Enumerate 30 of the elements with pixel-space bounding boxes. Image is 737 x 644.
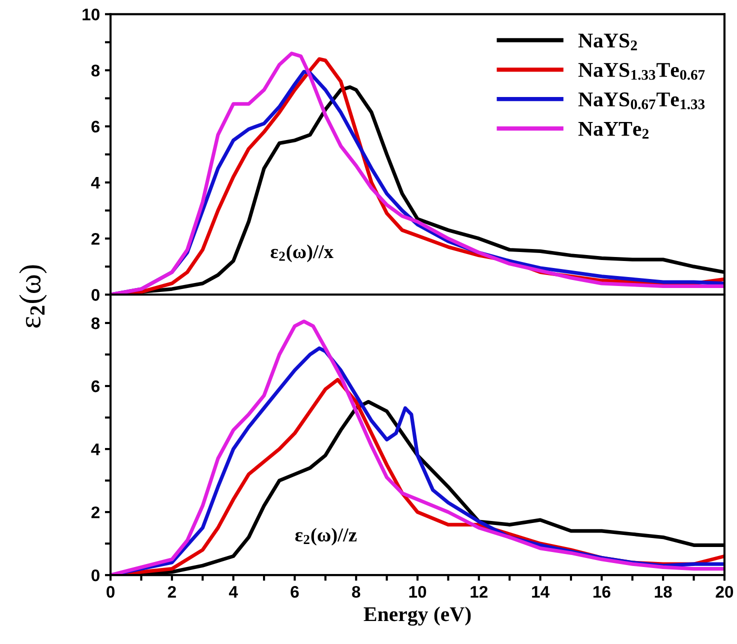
legend-label: NaYTe$_{2}$ (578, 122, 648, 139)
x-tick-label: 4 (228, 586, 238, 598)
y-tick-label: 4 (91, 177, 100, 188)
x-tick-label: 16 (593, 586, 610, 598)
y-tick-label: 6 (91, 380, 100, 392)
x-tick-label: 0 (106, 586, 114, 598)
legend-label: NaYS$_{0.67}$Te$_{1.33}$ (578, 92, 705, 110)
x-tick-label: 14 (532, 586, 550, 598)
x-axis-title: Energy (eV) (364, 606, 471, 626)
x-tick-label: 18 (654, 586, 672, 598)
y-tick-label: 2 (91, 232, 100, 245)
x-tick-label: 2 (168, 586, 176, 598)
y-tick-label: 6 (91, 120, 100, 133)
x-tick-label: 10 (409, 586, 426, 598)
x-tick-label: 6 (290, 586, 299, 598)
y-tick-label: 4 (91, 444, 100, 456)
annotation: ε$_{2}$(ω)//x (270, 244, 334, 262)
x-tick-label: 20 (716, 586, 734, 598)
y-tick-label: 8 (91, 64, 100, 76)
x-tick-label: 12 (470, 586, 488, 598)
y-tick-label: 10 (82, 8, 100, 20)
y-tick-label: 8 (91, 317, 100, 330)
y-axis-title: ε$_{2}$(ω) (19, 265, 47, 328)
y-tick-label: 0 (92, 569, 100, 582)
annotation: ε$_{2}$(ω)//z (295, 528, 357, 546)
x-tick-label: 8 (352, 586, 360, 598)
legend-label: NaYS$_{2}$ (578, 34, 637, 50)
y-tick-label: 0 (92, 289, 100, 301)
legend-label: NaYS$_{1.33}$Te$_{0.67}$ (578, 62, 705, 80)
y-tick-label: 2 (91, 506, 100, 518)
